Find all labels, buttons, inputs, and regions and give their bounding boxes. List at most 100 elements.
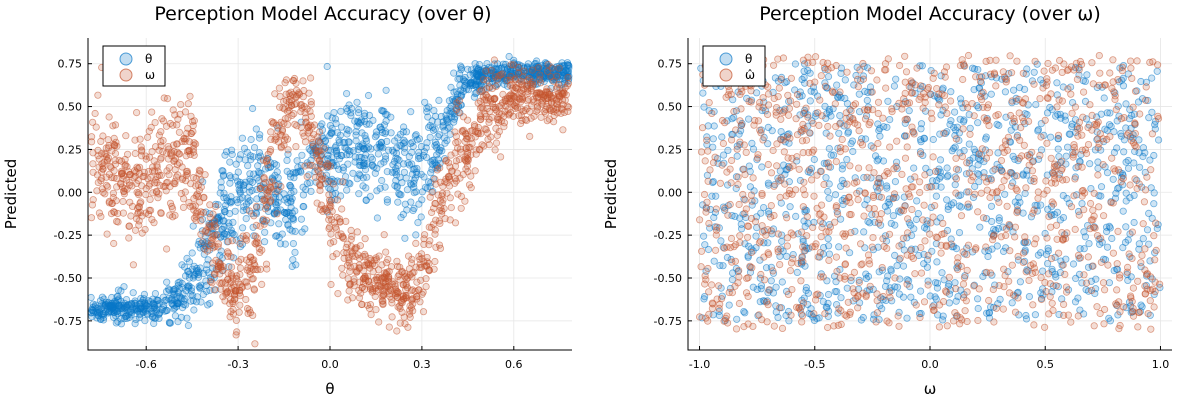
scatter-point [372,128,380,136]
scatter-point [778,237,786,245]
scatter-point [766,213,775,221]
scatter-point [763,318,771,326]
scatter-point [841,272,849,280]
scatter-point [252,202,261,210]
scatter-point [422,275,430,283]
scatter-point [1108,154,1116,162]
scatter-point [1001,271,1009,280]
scatter-point [1119,82,1128,90]
scatter-point [1052,282,1060,290]
scatter-point [1127,64,1135,72]
scatter-point [165,171,173,179]
scatter-point [1047,255,1056,263]
scatter-point [217,183,225,192]
scatter-point [329,253,337,261]
scatter-point [1087,199,1095,208]
scatter-point [755,239,764,247]
scatter-point [1128,74,1136,83]
scatter-point [149,189,157,197]
scatter-point [196,264,204,272]
scatter-point [997,157,1006,165]
scatter-point [831,100,839,108]
scatter-point [764,239,772,247]
scatter-point [808,243,816,251]
scatter-point [990,318,998,326]
scatter-point [146,195,154,203]
scatter-point [342,90,351,98]
scatter-point [362,184,370,192]
scatter-point [883,244,891,252]
scatter-point [1052,273,1060,281]
scatter-point [976,223,984,231]
scatter-point [801,191,809,199]
scatter-point [401,269,409,277]
scatter-point [884,97,892,105]
scatter-point [731,282,739,290]
scatter-point [349,169,357,177]
scatter-point [905,107,913,115]
scatter-point [425,103,433,111]
scatter-point [505,52,513,61]
scatter-point [895,322,903,330]
scatter-point [903,229,912,237]
scatter-point [968,64,977,72]
scatter-point [372,305,380,314]
scatter-point [1111,92,1119,100]
scatter-point [388,146,397,154]
scatter-point [88,201,97,209]
scatter-point [520,67,528,75]
scatter-point [789,231,797,239]
scatter-point [183,129,191,137]
scatter-point [188,265,196,273]
scatter-point [863,96,871,105]
scatter-point [998,183,1006,192]
scatter-point [1028,167,1037,175]
scatter-point [1036,151,1044,159]
scatter-point [316,139,324,147]
scatter-point [228,146,236,154]
scatter-point [908,205,916,214]
scatter-point [232,160,240,168]
scatter-point [1066,130,1074,138]
scatter-point [744,222,753,230]
scatter-point [974,161,982,169]
scatter-point [1081,77,1089,86]
scatter-point [380,158,388,166]
scatter-point [1030,321,1038,329]
scatter-point [190,306,198,314]
scatter-point [147,206,155,214]
scatter-point [780,148,788,156]
scatter-point [288,262,296,271]
scatter-point [999,68,1007,76]
scatter-point [359,161,367,169]
scatter-point [410,204,418,212]
scatter-point [135,189,143,197]
scatter-point [767,202,775,210]
scatter-point [382,248,390,256]
scatter-point [884,272,892,280]
scatter-point [352,128,360,136]
scatter-point [952,165,961,173]
scatter-point [157,209,165,217]
scatter-point [192,216,200,225]
y-tick-label: 0.25 [58,143,83,156]
scatter-point [1021,238,1030,246]
scatter-point [288,215,297,223]
scatter-point [1143,226,1152,234]
scatter-point [971,190,979,198]
scatter-point [775,84,783,92]
scatter-point [705,99,713,107]
scatter-point [462,153,470,161]
scatter-point [971,245,980,254]
scatter-point [1100,94,1108,102]
scatter-point [1005,221,1013,229]
scatter-point [1010,117,1019,126]
scatter-point [1113,260,1121,268]
scatter-point [1147,273,1155,281]
scatter-point [1104,261,1112,269]
scatter-point [524,76,532,85]
scatter-point [1022,268,1030,276]
scatter-point [239,224,247,232]
scatter-point [478,141,486,149]
